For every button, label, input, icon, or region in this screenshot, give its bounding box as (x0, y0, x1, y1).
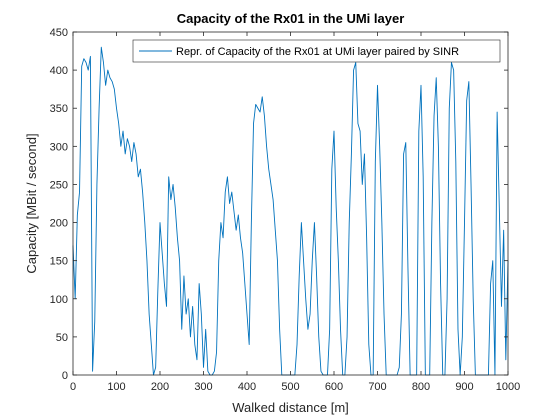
x-tick-label: 200 (151, 381, 169, 393)
y-tick-label: 300 (50, 141, 68, 153)
x-tick-label: 300 (194, 381, 212, 393)
x-tick-label: 800 (412, 381, 430, 393)
y-tick-label: 150 (50, 256, 68, 268)
legend-box (132, 39, 501, 63)
x-tick-label: 900 (455, 381, 473, 393)
plot-area (73, 32, 508, 375)
y-tick-label: 350 (50, 103, 68, 115)
tick-labels-layer: 0 100 200 300 400 500 600 700 800 900 1000 0 50 100 15… (50, 27, 521, 393)
x-tick-label: 600 (325, 381, 343, 393)
x-tick-label: 500 (281, 381, 299, 393)
y-tick-label: 100 (50, 294, 68, 306)
y-tick-label: 200 (50, 218, 68, 230)
legend: Repr. of Capacity of the Rx01 at UMi lay… (132, 39, 501, 63)
y-tick-label: 0 (62, 370, 68, 382)
y-tick-label: 250 (50, 179, 68, 191)
chart-title: Capacity of the Rx01 in the UMi layer (177, 11, 405, 26)
x-tick-label: 0 (70, 381, 76, 393)
x-axis-label: Walked distance [m] (232, 400, 349, 415)
y-tick-label: 50 (56, 332, 68, 344)
y-tick-label: 400 (50, 65, 68, 77)
y-axis-label: Capacity [MBit / second] (24, 133, 39, 273)
legend-entry-label: Repr. of Capacity of the Rx01 at UMi lay… (176, 46, 459, 58)
x-tick-label: 700 (368, 381, 386, 393)
x-tick-label: 100 (107, 381, 125, 393)
ticks-layer (72, 31, 509, 376)
x-tick-label: 400 (238, 381, 256, 393)
x-tick-label: 1000 (496, 381, 520, 393)
y-tick-label: 450 (50, 27, 68, 39)
